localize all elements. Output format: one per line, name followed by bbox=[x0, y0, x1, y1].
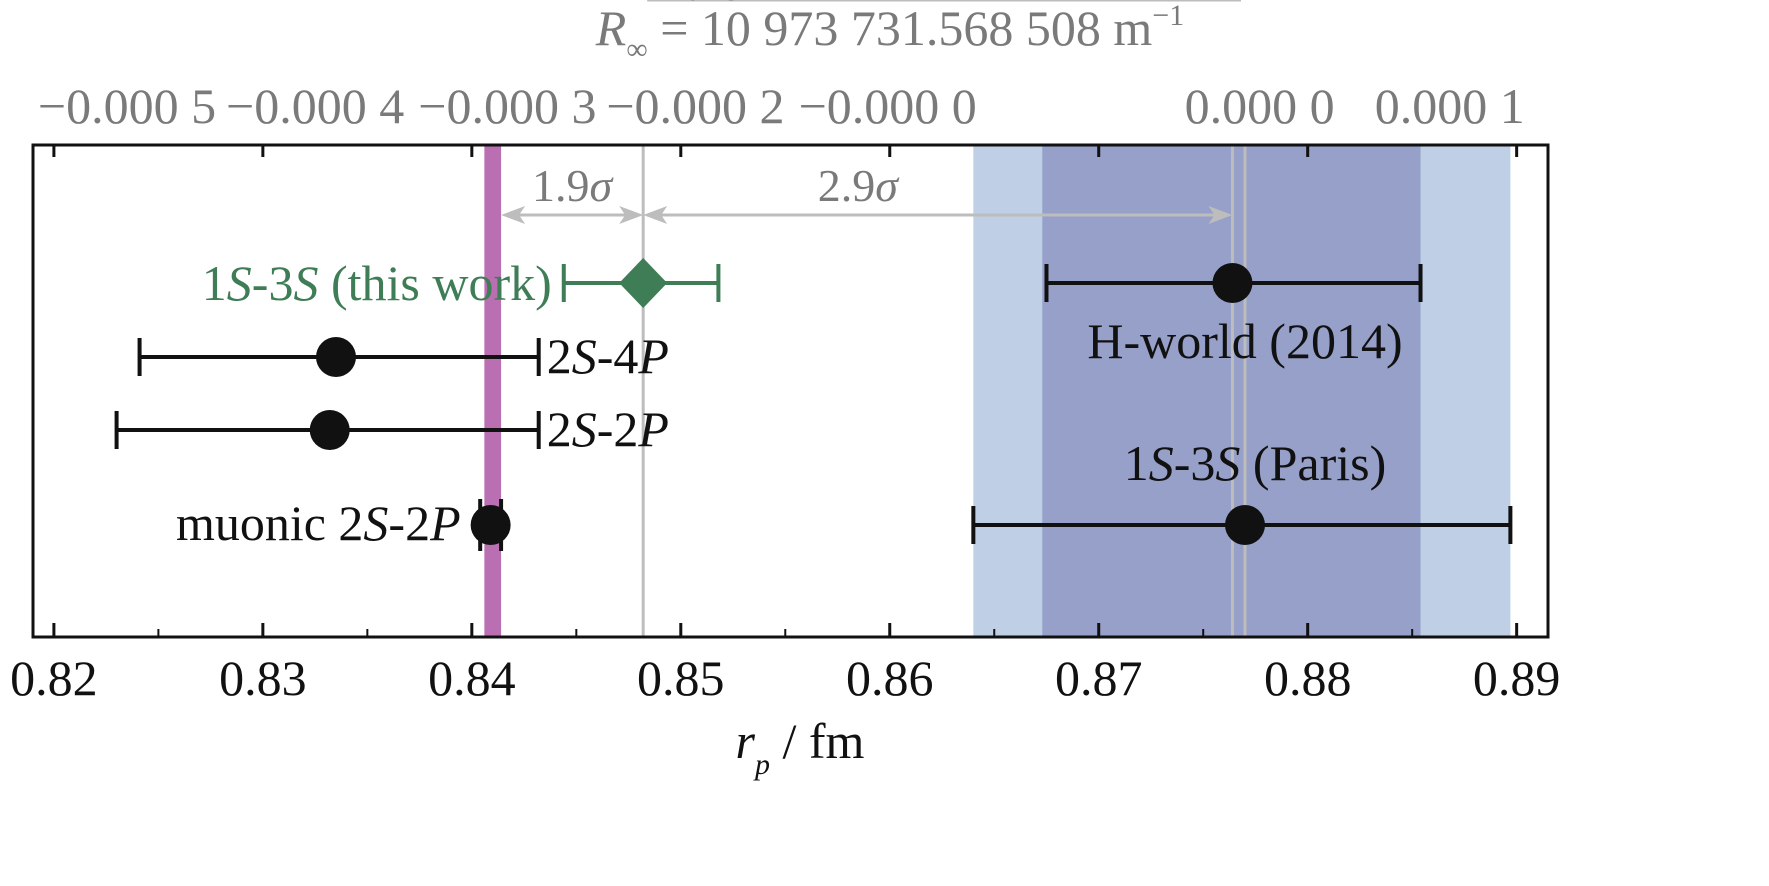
top-title-superscript: −1 bbox=[1152, 0, 1184, 32]
bottom-tick-label: 0.82 bbox=[10, 650, 98, 706]
sigma-2-9-arrowhead-left bbox=[643, 206, 668, 224]
sigma-2-9-label: 2.9σ bbox=[818, 160, 901, 211]
top-title-symbol: R bbox=[595, 0, 627, 56]
point-1s-3s-paris- bbox=[971, 505, 1513, 545]
bottom-tick-label: 0.85 bbox=[637, 650, 725, 706]
bottom-tick-label: 0.83 bbox=[219, 650, 307, 706]
muonic-band bbox=[484, 145, 502, 637]
uncertainty-bands bbox=[484, 145, 1511, 637]
top-title-value: = 10 973 731.568 508 m bbox=[648, 0, 1153, 56]
point-muonic-2s-2p bbox=[470, 499, 511, 551]
point-h-world-2014- bbox=[1044, 263, 1423, 303]
bottom-tick-label: 0.84 bbox=[428, 650, 516, 706]
sigma-2-9-arrowhead-right bbox=[1208, 206, 1233, 224]
label-1s-3s-paris-: 1S-3S (Paris) bbox=[1124, 435, 1386, 491]
top-axis: −0.000 5 −0.000 4 −0.000 3 −0.000 2 −0.000 0… bbox=[38, 78, 1525, 134]
x-axis-label: rp / fm bbox=[736, 713, 865, 781]
sigma-1-9-arrowhead-right bbox=[619, 206, 644, 224]
marker-circle bbox=[1225, 505, 1265, 545]
top-tick-label: 0.000 0 bbox=[1185, 78, 1335, 134]
x-axis-subscript: p bbox=[753, 748, 770, 781]
sigma-1-9-annotation: 1.9σ bbox=[501, 160, 644, 224]
x-axis-symbol: r bbox=[736, 713, 756, 769]
marker-diamond bbox=[619, 258, 668, 308]
data-points bbox=[114, 258, 1513, 551]
marker-circle bbox=[470, 505, 511, 545]
bottom-tick-label: 0.88 bbox=[1264, 650, 1352, 706]
label-2s-4p: 2S-4P bbox=[547, 328, 669, 384]
top-tick-label: −0.000 3 bbox=[418, 78, 596, 134]
point-2s-2p bbox=[114, 410, 541, 450]
bottom-tick-label: 0.87 bbox=[1055, 650, 1143, 706]
top-axis-title: R∞ = 10 973 731.568 508 m−1 bbox=[595, 0, 1184, 66]
sigma-annotations: 1.9σ 2.9σ 2.1σ bbox=[501, 0, 1241, 224]
label-2s-2p: 2S-2P bbox=[547, 401, 669, 457]
label-1s-3s-this-work-: 1S-3S (this work) bbox=[202, 255, 552, 311]
marker-circle bbox=[309, 410, 350, 450]
top-tick-label: −0.000 4 bbox=[226, 78, 404, 134]
point-1s-3s-this-work- bbox=[561, 258, 721, 308]
bottom-axis: 0.82 0.83 0.84 0.85 0.86 0.87 0.88 0.89 bbox=[10, 145, 1560, 706]
x-axis-unit: / fm bbox=[770, 713, 865, 769]
marker-circle bbox=[1212, 263, 1253, 303]
bottom-tick-label: 0.89 bbox=[1473, 650, 1561, 706]
label-muonic-2s-2p: muonic 2S-2P bbox=[176, 495, 461, 551]
top-tick-label: −0.000 2 bbox=[606, 78, 784, 134]
reference-lines bbox=[641, 145, 1247, 637]
label-h-world-2014-: H-world (2014) bbox=[1087, 313, 1402, 369]
top-tick-label: −0.000 0 bbox=[799, 78, 977, 134]
top-tick-label: 0.000 1 bbox=[1375, 78, 1525, 134]
sigma-1-9-label: 1.9σ bbox=[532, 160, 615, 211]
sigma-2-1-label: 2.1σ bbox=[664, 0, 747, 10]
marker-circle bbox=[316, 337, 356, 377]
sigma-1-9-arrowhead-left bbox=[501, 206, 526, 224]
sigma-2-1-annotation: 2.1σ bbox=[647, 0, 1241, 10]
sigma-2-9-annotation: 2.9σ bbox=[643, 160, 1233, 224]
top-title-subscript: ∞ bbox=[626, 33, 647, 66]
point-labels: 1S-3S (this work) 2S-4P 2S-2P muonic 2S-2P H… bbox=[176, 255, 1403, 551]
plot-frame bbox=[31, 143, 1550, 639]
bottom-tick-label: 0.86 bbox=[846, 650, 934, 706]
point-2s-4p bbox=[137, 337, 541, 377]
top-tick-label: −0.000 5 bbox=[38, 78, 216, 134]
